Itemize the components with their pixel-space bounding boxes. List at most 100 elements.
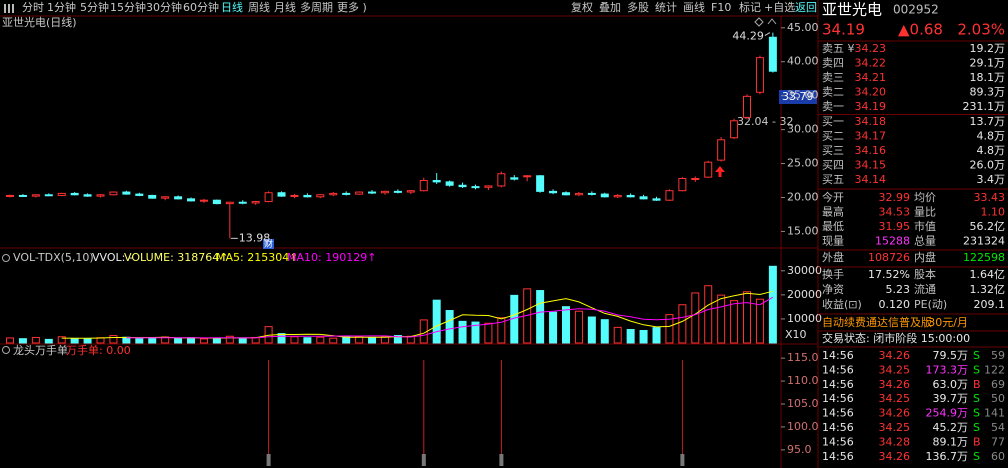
candle-body — [652, 198, 661, 201]
legend-entry: MA5: 215304↑ — [216, 251, 298, 264]
trade-price: 34.25 — [879, 421, 911, 434]
volume-bar — [639, 329, 648, 344]
trade-price: 34.25 — [879, 392, 911, 405]
price-change-pct: 2.03% — [957, 21, 1005, 39]
period-tab[interactable]: 5分钟 — [80, 0, 109, 14]
candle-body — [199, 199, 208, 202]
volume-bar — [626, 329, 635, 344]
candle-body — [161, 196, 170, 199]
volume-bar — [497, 317, 506, 344]
volume-bar — [277, 333, 286, 344]
promo[interactable]: 自动续费通达信普及版 — [822, 315, 932, 329]
stock-name: 亚世光电 — [822, 1, 882, 19]
panel-icon[interactable] — [2, 254, 10, 262]
y-tick-label: 95.0 — [787, 443, 812, 456]
candle-body — [18, 194, 27, 197]
trade-time: 14:56 — [822, 349, 854, 362]
up-icon[interactable] — [767, 18, 777, 25]
period-tab[interactable]: 30分钟 — [146, 0, 182, 14]
period-tab[interactable]: 日线 — [221, 0, 243, 14]
y-tick-label: 15.00 — [787, 224, 819, 237]
candle-body — [665, 190, 674, 201]
legend-entry: MA10: 190129↑ — [287, 251, 376, 264]
volume-bar — [484, 322, 493, 344]
tool-button[interactable]: 标记 — [739, 0, 761, 14]
order-volume: 4.8万 — [977, 130, 1006, 143]
stat-value: 33.43 — [974, 191, 1006, 204]
stat-value: 1.32亿 — [970, 283, 1006, 296]
candle-body — [574, 192, 583, 196]
stat-label: 现量 — [822, 235, 844, 248]
candle-body — [497, 173, 506, 187]
candle-body — [730, 120, 739, 139]
period-tab[interactable]: 周线 — [248, 0, 270, 14]
trade-volume: 63.0万 — [933, 378, 969, 391]
candle-body — [290, 194, 299, 197]
stat-value: 1.10 — [981, 206, 1006, 219]
candle-body — [471, 186, 480, 189]
order-volume: 18.1万 — [970, 71, 1006, 84]
volume-unit: X10 — [785, 328, 807, 341]
volume-bar — [704, 285, 713, 344]
candle-body — [44, 194, 53, 197]
trade-count: 69 — [991, 378, 1005, 391]
period-tab[interactable]: 60分钟 — [183, 0, 219, 14]
tool-button[interactable]: F10 — [711, 1, 731, 14]
trade-volume: 79.5万 — [933, 349, 969, 362]
candle-body — [600, 193, 609, 198]
volume-bar — [44, 338, 53, 344]
candle-body — [135, 193, 144, 196]
panel-icon[interactable] — [2, 346, 10, 354]
promo-price[interactable]: 30元/月 — [928, 316, 968, 329]
tool-button[interactable]: +自选 — [764, 1, 795, 14]
candle-body — [380, 190, 389, 194]
period-tab[interactable]: 15分钟 — [110, 0, 146, 14]
candle-body — [549, 190, 558, 194]
period-tab[interactable]: 月线 — [274, 0, 296, 14]
candle-body — [755, 57, 764, 93]
period-tab[interactable]: 多周期 — [300, 0, 333, 14]
volume-bar — [355, 336, 364, 344]
y-tick-label: 30.00 — [787, 123, 819, 136]
order-price: 34.20 — [855, 86, 887, 99]
period-tab[interactable]: 更多 ) — [337, 0, 367, 14]
stat-value: 231324 — [963, 235, 1005, 248]
order-price: 34.22 — [855, 57, 887, 70]
order-volume: 19.2万 — [970, 42, 1006, 55]
outer-volume: 108726 — [868, 251, 910, 264]
indicator-title: 龙头万手单 — [13, 343, 68, 357]
diamond-icon[interactable] — [754, 17, 764, 27]
tool-button[interactable]: 统计 — [655, 1, 677, 14]
indicator-legend: 万手单: 0.00 — [66, 343, 131, 357]
y-tick-label: 20.00 — [787, 190, 819, 203]
trade-side: S — [973, 407, 980, 420]
tool-button[interactable]: 复权 — [571, 0, 593, 14]
range-label: 32.04 - 32 — [737, 115, 793, 128]
tool-button[interactable]: 叠加 — [599, 1, 621, 14]
tool-button[interactable]: 返回 — [795, 1, 817, 14]
volume-bar — [174, 337, 183, 344]
volume-bar — [600, 319, 609, 344]
order-volume: 4.8万 — [977, 144, 1006, 157]
volume-bar — [432, 299, 441, 344]
tool-button[interactable]: 多股 — [627, 0, 649, 14]
event-tag[interactable]: 财 — [264, 238, 273, 250]
min-label: 13.98 — [239, 231, 271, 244]
candle-body — [96, 194, 105, 197]
toolbar-icon[interactable] — [4, 4, 14, 13]
tool-button[interactable]: 画线 — [683, 0, 705, 14]
volume-bar — [329, 337, 338, 344]
candle-body — [717, 139, 726, 161]
event-tag-bg[interactable] — [263, 239, 274, 249]
period-tab[interactable]: 1分钟 — [47, 0, 76, 14]
candle-body — [225, 201, 234, 205]
volume-bar — [717, 294, 726, 344]
candle-body — [212, 199, 221, 205]
trade-volume: 89.1万 — [933, 435, 969, 448]
period-tab[interactable]: 分时 — [22, 1, 44, 14]
volume-bar — [665, 314, 674, 344]
volume-bar — [768, 265, 777, 344]
candle-body — [523, 175, 532, 178]
